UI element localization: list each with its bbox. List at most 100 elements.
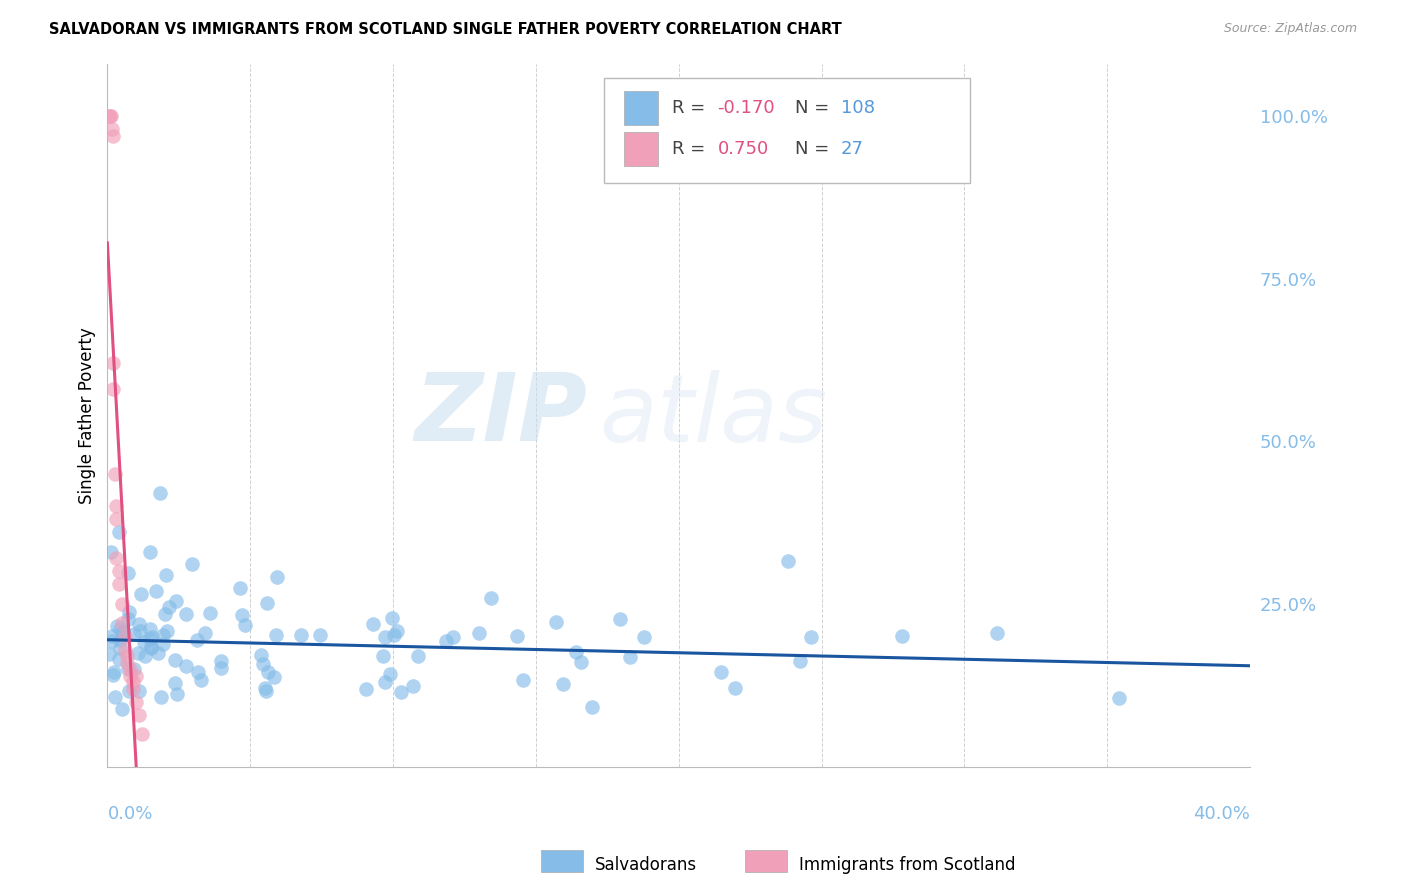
Point (374, 675, 396, 690)
Point (122, 627, 145, 641)
Point (256, 596, 278, 610)
Point (100, 629, 122, 643)
Point (609, 612, 631, 626)
Point (565, 645, 588, 659)
Point (138, 632, 160, 646)
Point (181, 557, 204, 571)
Point (174, 659, 197, 673)
Point (264, 628, 287, 642)
Point (378, 667, 401, 681)
Point (122, 681, 145, 696)
Point (110, 641, 132, 656)
Point (194, 626, 217, 640)
Point (114, 630, 136, 644)
Point (105, 618, 128, 632)
Point (132, 634, 155, 648)
Point (128, 683, 150, 698)
Point (134, 648, 156, 663)
Point (146, 646, 169, 660)
Text: N =: N = (796, 140, 835, 158)
Point (263, 670, 285, 684)
Y-axis label: Single Father Poverty: Single Father Poverty (79, 327, 96, 504)
Text: atlas: atlas (599, 370, 827, 461)
Point (108, 565, 131, 579)
Point (479, 591, 502, 606)
Point (120, 662, 142, 676)
Point (789, 654, 811, 668)
Point (361, 616, 384, 631)
Point (776, 554, 799, 568)
Point (254, 681, 277, 695)
FancyBboxPatch shape (605, 78, 970, 184)
Point (101, 128, 124, 143)
Point (131, 727, 153, 741)
Point (506, 629, 529, 643)
Point (104, 551, 127, 566)
Text: R =: R = (672, 140, 711, 158)
Point (117, 662, 139, 676)
Point (436, 633, 458, 648)
Point (544, 615, 567, 630)
Point (111, 702, 134, 716)
Point (1108, 690, 1130, 705)
Point (118, 605, 141, 619)
Point (157, 599, 180, 614)
Point (111, 625, 134, 640)
Point (266, 569, 288, 583)
Point (187, 665, 209, 679)
Point (724, 681, 747, 695)
Point (149, 486, 172, 500)
Point (111, 616, 134, 631)
Point (101, 634, 124, 648)
Point (254, 684, 277, 698)
Text: 0.0%: 0.0% (107, 805, 153, 823)
Point (100, 122, 122, 136)
Point (174, 607, 197, 621)
Point (381, 611, 404, 625)
Point (127, 646, 149, 660)
Point (186, 632, 208, 647)
Point (108, 622, 131, 636)
Text: -0.170: -0.170 (717, 99, 775, 118)
Point (389, 685, 412, 699)
Point (387, 624, 409, 638)
Point (114, 642, 136, 657)
Point (101, 356, 124, 370)
Point (107, 652, 129, 666)
Point (103, 668, 125, 682)
Point (373, 649, 395, 664)
Point (257, 665, 280, 680)
Point (231, 608, 253, 623)
Point (619, 649, 641, 664)
Point (103, 467, 125, 481)
Text: R =: R = (672, 99, 711, 118)
Point (152, 637, 174, 651)
FancyBboxPatch shape (624, 92, 658, 125)
Point (122, 662, 145, 676)
Point (633, 631, 655, 645)
Point (118, 684, 141, 698)
Point (145, 583, 167, 598)
Point (209, 661, 232, 675)
Point (120, 668, 142, 682)
Point (117, 648, 139, 663)
Point (153, 607, 176, 622)
Point (402, 680, 425, 694)
Text: 108: 108 (841, 99, 875, 118)
Point (117, 612, 139, 626)
Point (441, 630, 464, 644)
Point (468, 625, 491, 640)
Point (129, 587, 152, 601)
Point (110, 632, 132, 647)
Point (128, 707, 150, 722)
Point (569, 655, 592, 669)
Text: 27: 27 (841, 140, 863, 158)
Point (139, 545, 162, 559)
Point (101, 382, 124, 396)
Point (104, 512, 127, 526)
Point (100, 545, 122, 559)
Text: ZIP: ZIP (415, 369, 588, 461)
Point (155, 567, 177, 582)
Point (165, 593, 187, 607)
Text: SALVADORAN VS IMMIGRANTS FROM SCOTLAND SINGLE FATHER POVERTY CORRELATION CHART: SALVADORAN VS IMMIGRANTS FROM SCOTLAND S… (49, 22, 842, 37)
